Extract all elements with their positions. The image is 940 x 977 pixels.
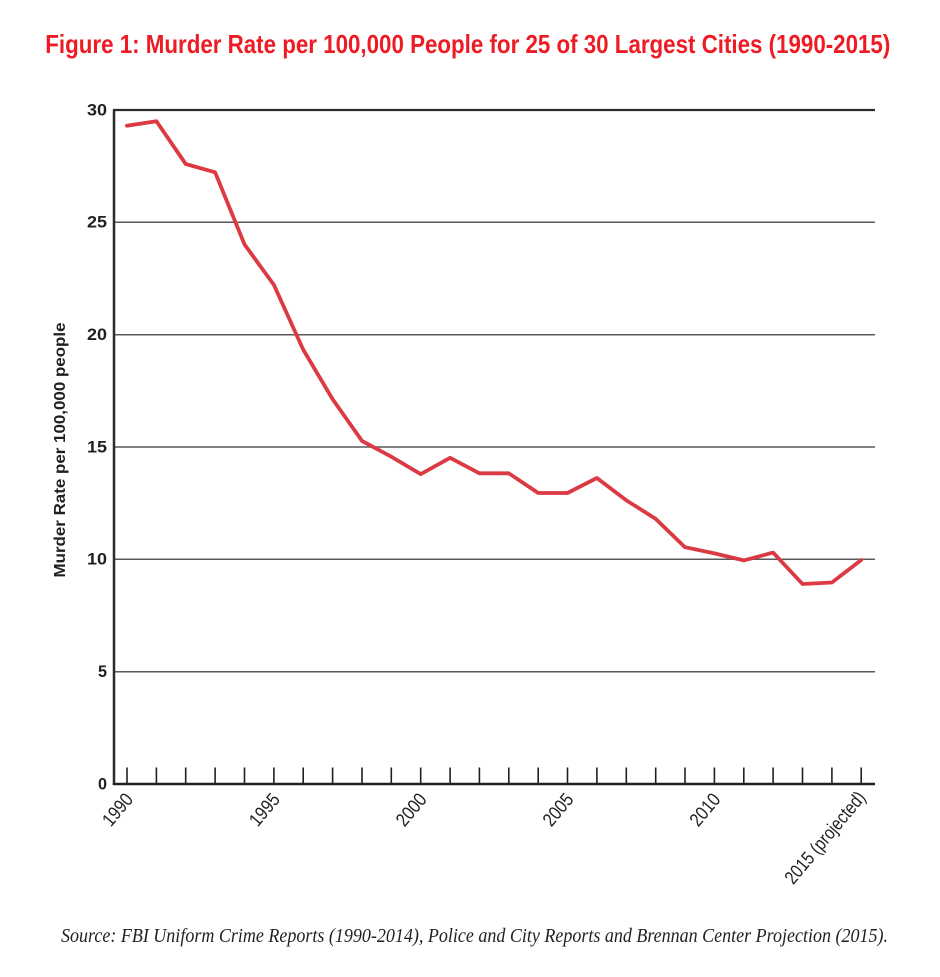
svg-text:0: 0 bbox=[98, 775, 107, 794]
svg-text:Murder Rate per 100,000 people: Murder Rate per 100,000 people bbox=[52, 322, 69, 577]
svg-text:10: 10 bbox=[87, 550, 107, 569]
svg-text:Figure 1: Murder Rate per 100,: Figure 1: Murder Rate per 100,000 People… bbox=[45, 29, 890, 59]
svg-text:15: 15 bbox=[87, 437, 107, 456]
svg-text:5: 5 bbox=[98, 662, 107, 681]
svg-text:25: 25 bbox=[87, 213, 107, 232]
svg-text:20: 20 bbox=[87, 325, 107, 344]
svg-text:30: 30 bbox=[87, 100, 107, 119]
svg-text:Source: FBI Uniform Crime Repo: Source: FBI Uniform Crime Reports (1990-… bbox=[61, 925, 888, 947]
